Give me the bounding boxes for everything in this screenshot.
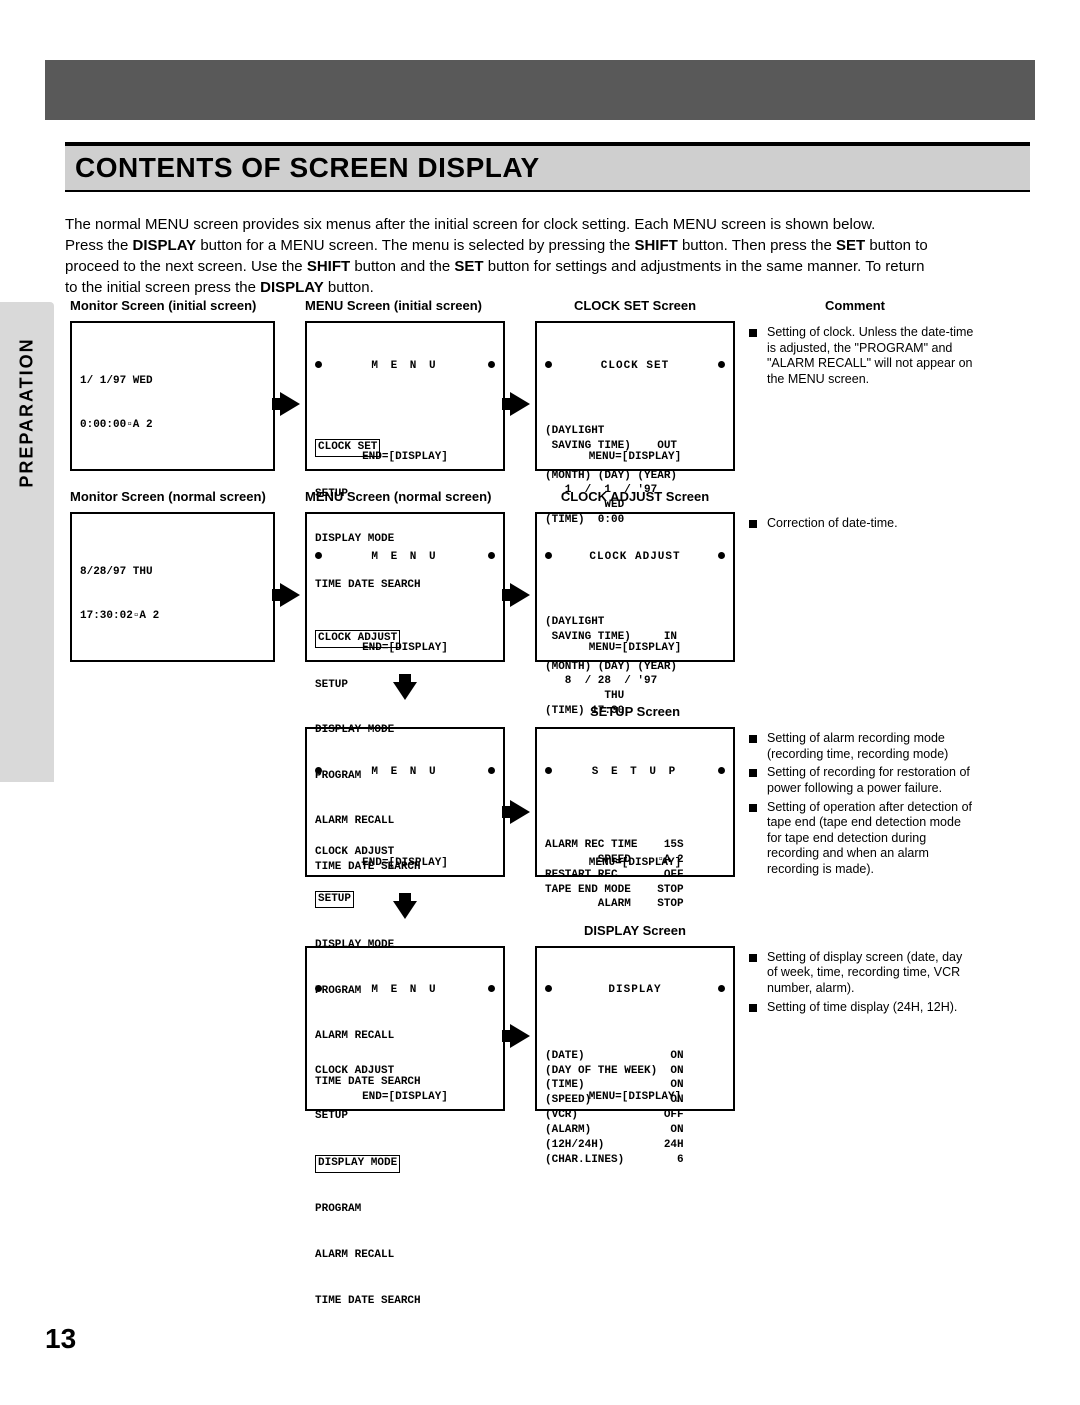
label-comment: Comment [735, 298, 975, 313]
arrow-right-icon [510, 392, 530, 416]
monitor-normal-screen: 8/28/97 THU 17:30:02▫A 2 [70, 512, 275, 662]
menu-normal-screen: M E N U CLOCK ADJUST SETUP DISPLAY MODE … [305, 512, 505, 662]
setup-screen: S E T U P ALARM REC TIME 15S SPEED ▫A 2 … [535, 727, 735, 877]
intro-line2: Press the DISPLAY button for a MENU scre… [65, 235, 1030, 256]
arrow-right-icon [510, 1024, 530, 1048]
comment-display: Setting of display screen (date, day of … [735, 946, 975, 1019]
label-monitor-initial: Monitor Screen (initial screen) [70, 298, 275, 313]
menu-initial-screen: M E N U CLOCK SET SETUP DISPLAY MODE TIM… [305, 321, 505, 471]
arrow-right-icon [510, 583, 530, 607]
label-clock-set: CLOCK SET Screen [535, 298, 735, 313]
menu-setup-screen: M E N U CLOCK ADJUST SETUP DISPLAY MODE … [305, 727, 505, 877]
screens-grid: Monitor Screen (initial screen) MENU Scr… [70, 298, 1030, 1129]
display-screen: DISPLAY (DATE) ON (DAY OF THE WEEK) ON (… [535, 946, 735, 1111]
comment-setup: Setting of alarm recording mode (recordi… [735, 727, 975, 881]
intro-line1: The normal MENU screen provides six menu… [65, 214, 1030, 235]
label-monitor-normal: Monitor Screen (normal screen) [70, 489, 275, 504]
comment-clock-set: Setting of clock. Unless the date-time i… [735, 321, 975, 391]
title-bar: CONTENTS OF SCREEN DISPLAY [65, 142, 1030, 192]
arrow-right-icon [510, 800, 530, 824]
arrow-right-icon [280, 583, 300, 607]
main: CONTENTS OF SCREEN DISPLAY The normal ME… [65, 142, 1030, 298]
intro-line4: to the initial screen press the DISPLAY … [65, 277, 1030, 298]
arrow-down-icon [393, 682, 417, 700]
arrow-right-icon [280, 392, 300, 416]
page-title: CONTENTS OF SCREEN DISPLAY [65, 146, 1030, 190]
menu-display-screen: M E N U CLOCK ADJUST SETUP DISPLAY MODE … [305, 946, 505, 1111]
comment-clock-adjust: Correction of date-time. [735, 512, 975, 535]
intro-text: The normal MENU screen provides six menu… [65, 214, 1030, 298]
clock-adjust-screen: CLOCK ADJUST (DAYLIGHT SAVING TIME) IN (… [535, 512, 735, 662]
clock-set-screen: CLOCK SET (DAYLIGHT SAVING TIME) OUT (MO… [535, 321, 735, 471]
side-tab-label: PREPARATION [17, 337, 38, 487]
intro-line3: proceed to the next screen. Use the SHIF… [65, 256, 1030, 277]
side-tab: PREPARATION [0, 302, 54, 782]
monitor-initial-screen: 1/ 1/97 WED 0:00:00▫A 2 [70, 321, 275, 471]
label-menu-initial: MENU Screen (initial screen) [305, 298, 505, 313]
arrow-down-icon [393, 901, 417, 919]
page-number: 13 [45, 1323, 76, 1355]
header-band [45, 60, 1035, 120]
